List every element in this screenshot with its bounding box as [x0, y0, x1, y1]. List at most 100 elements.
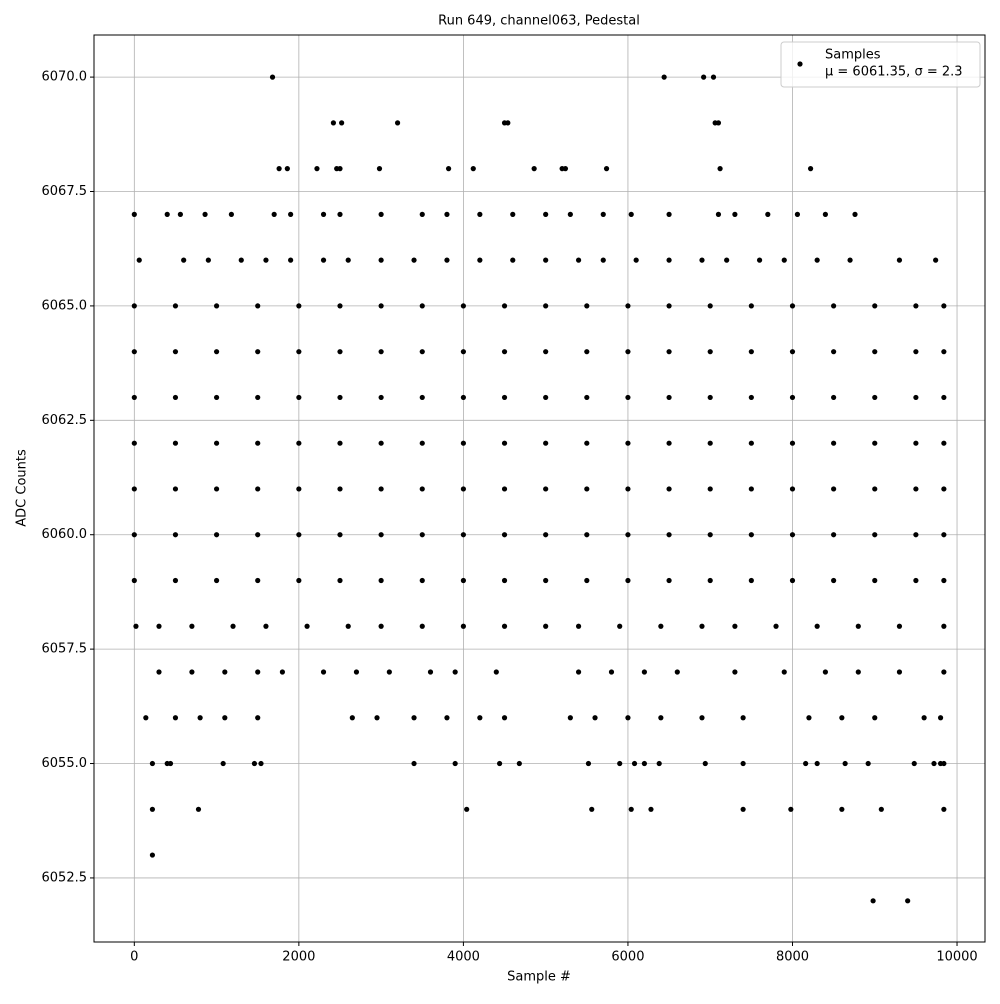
point	[374, 715, 380, 721]
point	[296, 532, 302, 538]
point	[386, 669, 392, 675]
point	[913, 394, 919, 401]
point	[156, 623, 162, 629]
point	[765, 211, 771, 217]
point	[345, 257, 351, 263]
point	[304, 623, 310, 629]
point	[941, 440, 947, 446]
point	[445, 166, 452, 172]
point	[831, 577, 837, 584]
point	[931, 760, 937, 767]
point	[296, 349, 302, 355]
point	[748, 349, 754, 355]
point	[337, 440, 343, 446]
point	[666, 486, 672, 492]
point	[279, 669, 286, 675]
point	[789, 394, 796, 401]
point	[197, 715, 203, 721]
point	[345, 623, 351, 629]
point	[941, 394, 947, 401]
point	[600, 257, 606, 263]
point	[707, 303, 713, 309]
point	[510, 257, 516, 263]
point	[628, 806, 634, 812]
point	[941, 806, 947, 812]
point	[715, 211, 722, 217]
point	[633, 257, 639, 263]
point	[258, 760, 264, 767]
point	[501, 440, 508, 446]
point	[584, 440, 590, 446]
point	[625, 532, 631, 538]
point	[641, 760, 647, 767]
point	[296, 440, 302, 446]
point	[460, 394, 466, 401]
point	[172, 303, 179, 309]
point	[320, 211, 327, 217]
point	[584, 577, 590, 584]
point	[501, 715, 508, 721]
point	[501, 623, 508, 629]
point	[707, 440, 713, 446]
point	[460, 623, 466, 629]
grid	[94, 35, 985, 942]
point	[349, 715, 355, 721]
point	[131, 532, 137, 538]
point	[625, 440, 631, 446]
point	[164, 211, 170, 217]
point	[444, 211, 450, 217]
point	[337, 303, 343, 309]
point	[419, 623, 425, 629]
point	[896, 623, 903, 629]
y-tick-label: 6052.5	[42, 870, 88, 885]
point	[773, 623, 779, 629]
point	[921, 715, 927, 721]
point	[592, 715, 598, 721]
point	[831, 532, 837, 538]
point	[131, 303, 137, 309]
point	[172, 394, 179, 401]
point	[941, 532, 947, 538]
plot-frame	[93, 34, 986, 943]
point	[913, 349, 919, 355]
point	[831, 303, 837, 309]
point	[941, 760, 947, 767]
point	[228, 211, 234, 217]
point	[625, 486, 631, 492]
point	[378, 303, 384, 309]
point	[789, 532, 796, 538]
point	[213, 577, 220, 584]
point	[444, 257, 450, 263]
point	[896, 669, 903, 675]
point	[337, 211, 343, 217]
point	[143, 715, 149, 721]
point	[584, 303, 590, 309]
point	[710, 74, 717, 80]
point	[213, 303, 220, 309]
point	[707, 349, 713, 355]
point	[656, 760, 662, 767]
point	[263, 257, 269, 263]
point	[460, 440, 466, 446]
point	[600, 211, 606, 217]
point	[288, 257, 294, 263]
point	[748, 577, 754, 584]
y-tick-label: 6057.5	[42, 642, 88, 657]
point	[255, 394, 261, 401]
point	[625, 349, 631, 355]
point	[855, 623, 861, 629]
point	[470, 166, 476, 172]
point	[177, 211, 183, 217]
point	[941, 349, 947, 355]
point	[872, 577, 878, 584]
point	[376, 166, 383, 172]
point	[531, 166, 537, 172]
point	[567, 211, 573, 217]
point	[699, 257, 705, 263]
point	[136, 257, 142, 263]
point	[543, 577, 549, 584]
legend: Samples μ = 6061.35, σ = 2.3	[780, 41, 981, 88]
point	[872, 440, 878, 446]
point	[339, 120, 345, 126]
point	[625, 394, 631, 401]
